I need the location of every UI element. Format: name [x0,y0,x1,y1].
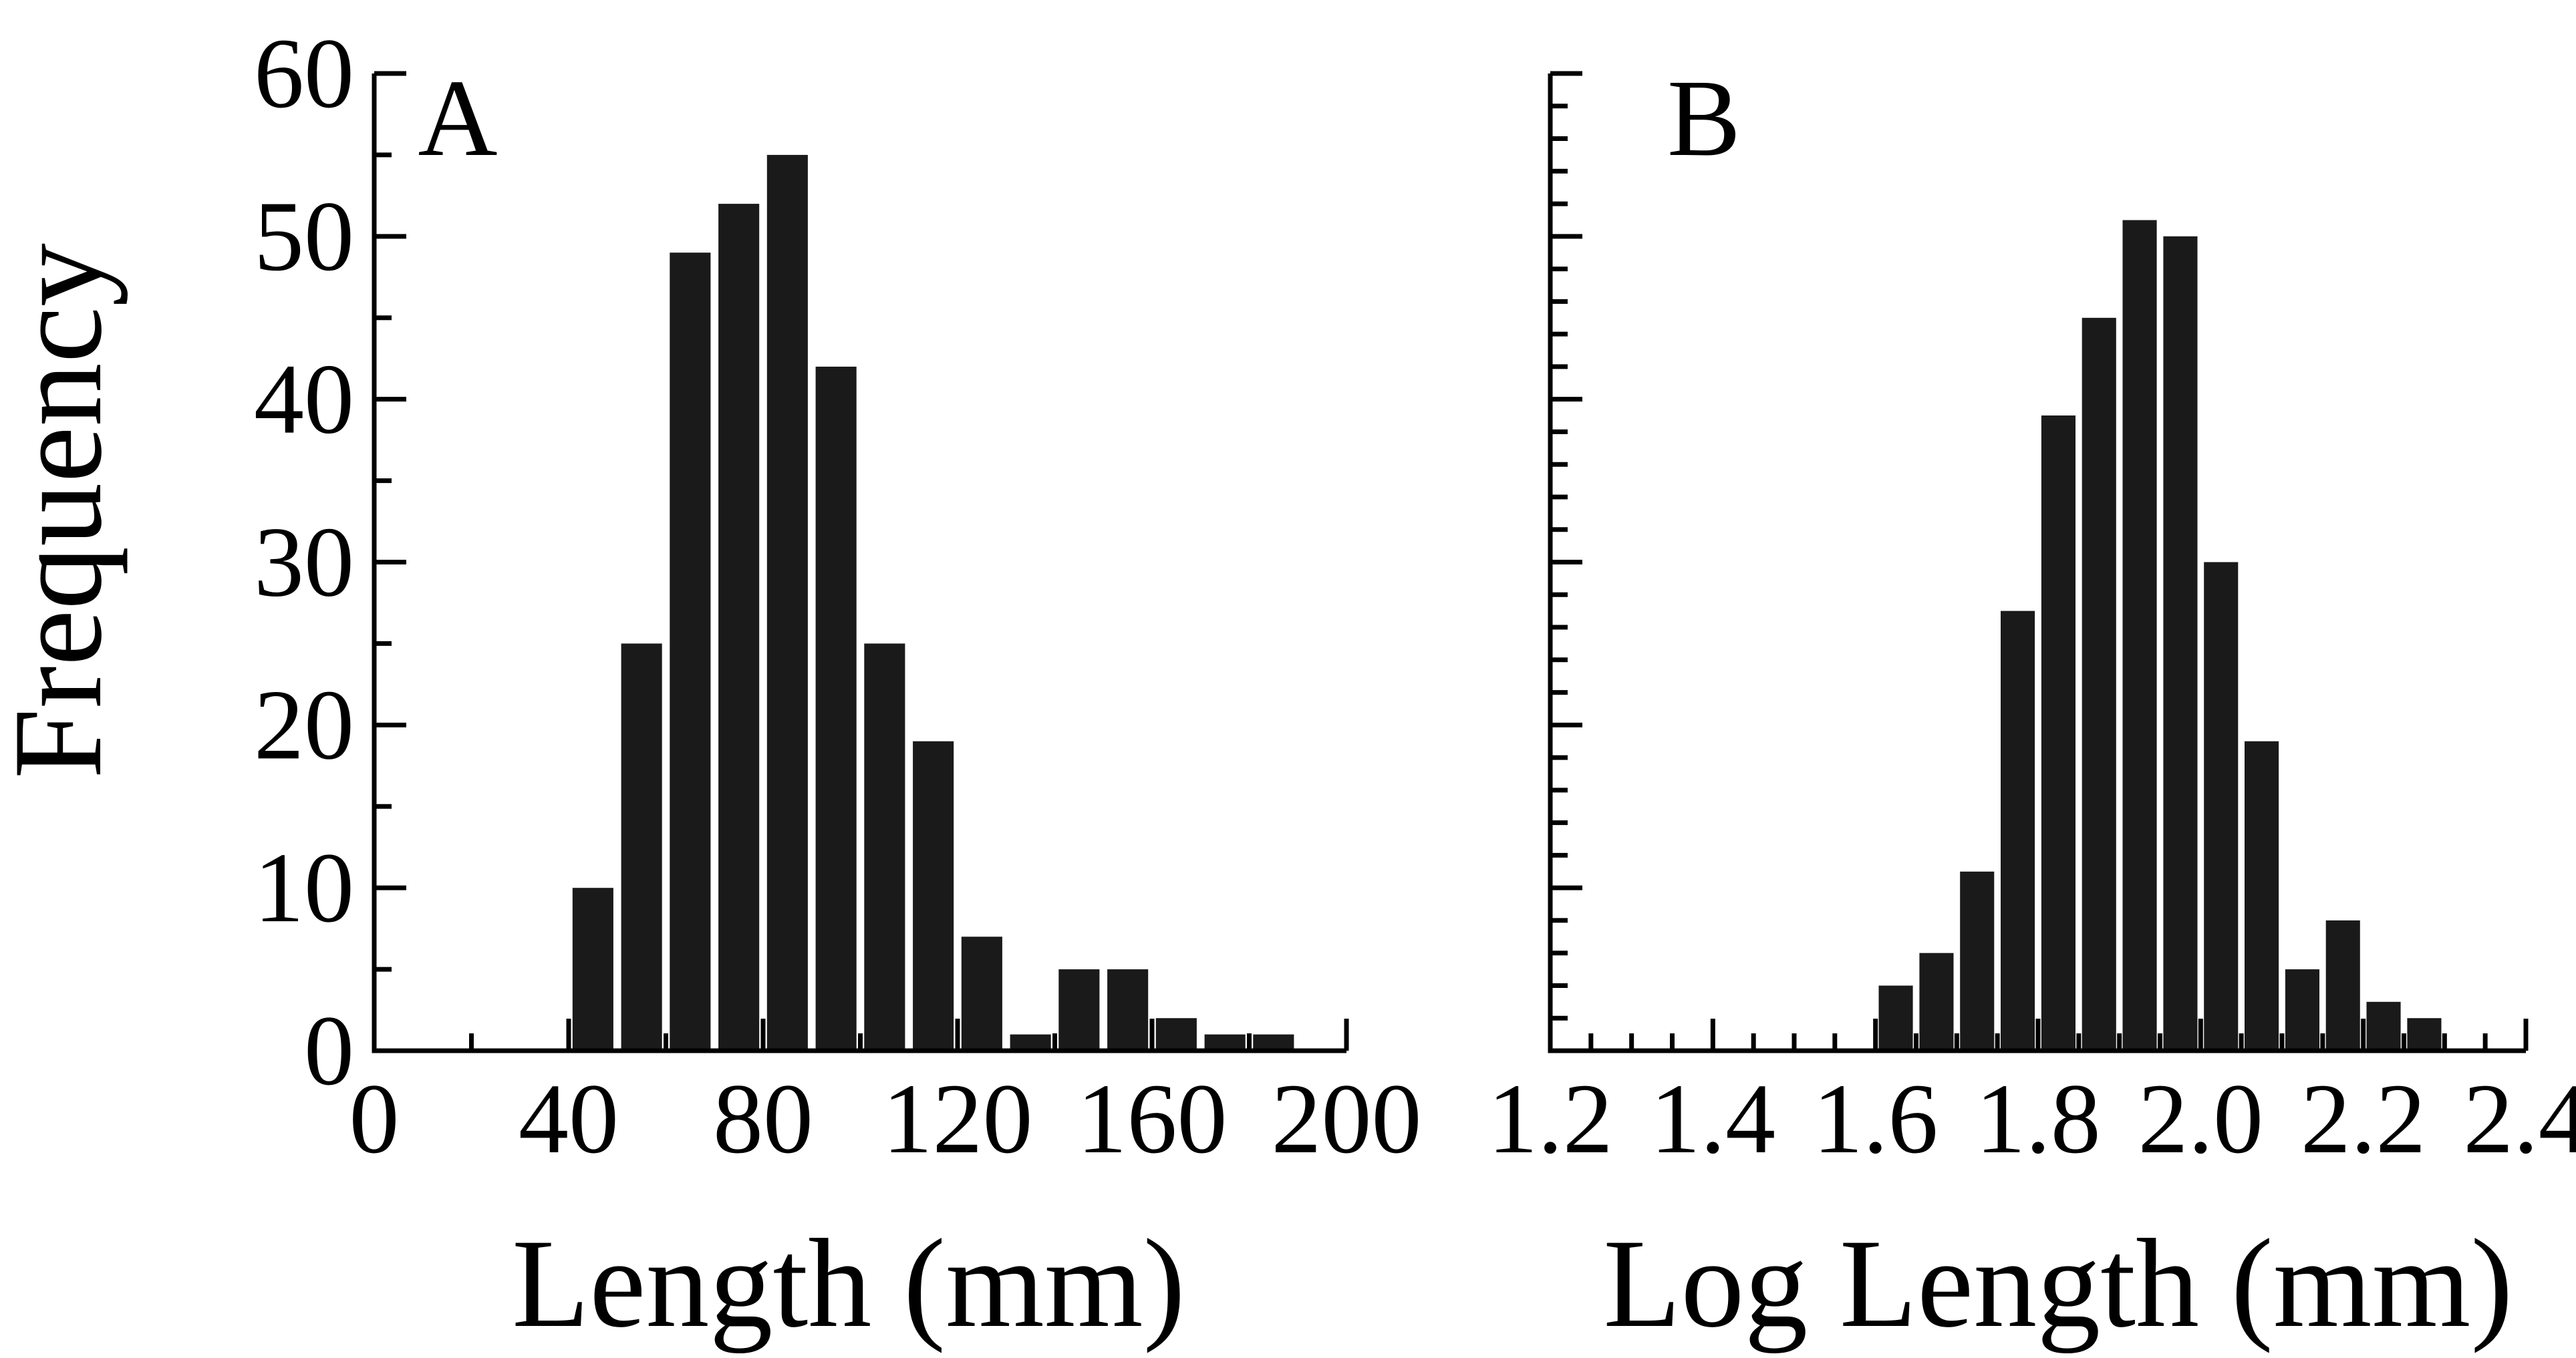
panel-a-bar-10 [1058,969,1100,1051]
panel-a-bar-8 [961,937,1002,1051]
panel-a-bar-12 [1155,1018,1197,1051]
panel-a-y-tick-label-3: 30 [254,507,354,618]
panel-a-bar-14 [1253,1034,1294,1051]
panel-a-bar-1 [621,643,662,1051]
panel-b-tick-labels: 1.2 1.4 1.6 1.8 2.0 2.2 2.4 [1487,1063,2576,1174]
panel-a-axes [372,71,1349,1053]
panel-a-y-tick-label-1: 10 [254,832,354,943]
panel-b-x-tick-label-6: 2.4 [2463,1063,2576,1174]
panel-a-y-tick-label-5: 50 [254,181,354,292]
panel-a-y-tick-label-0: 0 [304,995,354,1106]
panel-b-x-tick-label-0: 1.2 [1487,1063,1613,1174]
panel-b-bar-12 [2366,1001,2401,1051]
panel-b-x-axis-title: Log Length (mm) [1603,1214,2513,1354]
panel-a-bar-7 [913,741,954,1051]
panel-a-bar-9 [1010,1034,1051,1051]
y-axis-title: Frequency [0,243,128,779]
panel-a-length-histogram: A 0 40 80 120 160 200 0 10 20 30 40 50 60 Length (mm… [254,18,1422,1354]
panel-a-x-tick-label-4: 160 [1077,1063,1228,1174]
panel-b-x-tick-label-1: 1.4 [1651,1063,1776,1174]
panel-b-bar-9 [2245,741,2279,1051]
panel-a-bars [572,154,1294,1051]
panel-a-x-tick-label-0: 0 [349,1063,400,1174]
panel-b-x-tick-label-3: 1.8 [1975,1063,2101,1174]
panel-b-bar-8 [2204,562,2239,1051]
panel-b-label: B [1667,57,1741,179]
panel-b-bar-7 [2163,236,2198,1051]
panel-a-bar-3 [718,204,760,1051]
panel-a-bar-5 [815,366,857,1051]
panel-a-y-tick-label-6: 60 [254,18,354,129]
panel-a-x-tick-label-1: 40 [519,1063,619,1174]
panel-b-bar-11 [2325,920,2360,1051]
panel-b-log-length-histogram: B 1.2 1.4 1.6 1.8 2.0 2.2 2.4 Log Length (mm) [1487,57,2576,1354]
panel-a-y-tick-label-2: 20 [254,669,354,780]
panel-a-bar-0 [572,888,613,1051]
panel-a-x-axis-title: Length (mm) [512,1214,1185,1354]
panel-a-x-tick-label-2: 80 [713,1063,813,1174]
panel-b-bars [1878,220,2442,1051]
panel-b-bar-13 [2407,1018,2442,1051]
panel-b-bar-0 [1878,985,1913,1051]
panel-a-bar-2 [670,252,711,1051]
panel-b-bar-5 [2082,317,2116,1051]
panel-b-bar-3 [2001,611,2035,1051]
panel-b-bar-4 [2041,415,2076,1051]
panel-a-y-tick-label-4: 40 [254,344,354,455]
panel-b-x-tick-label-2: 1.6 [1813,1063,1939,1174]
panel-b-axes [1548,71,2529,1053]
panel-b-bar-1 [1919,953,1954,1051]
panel-a-bar-6 [864,643,905,1051]
panel-a-tick-labels: 0 40 80 120 160 200 0 10 20 30 40 50 60 [254,18,1422,1174]
panel-a-bar-13 [1204,1034,1246,1051]
panel-a-x-tick-label-3: 120 [883,1063,1033,1174]
panel-b-bar-6 [2122,220,2157,1051]
panel-b-bar-2 [1960,871,1995,1051]
panel-a-label: A [418,57,497,179]
panel-a-bar-4 [766,154,808,1051]
panel-b-x-tick-label-4: 2.0 [2138,1063,2264,1174]
panel-a-x-tick-label-5: 200 [1272,1063,1422,1174]
panel-b-x-tick-label-5: 2.2 [2301,1063,2426,1174]
panel-b-bar-10 [2285,969,2319,1051]
panel-a-bar-11 [1107,969,1149,1051]
